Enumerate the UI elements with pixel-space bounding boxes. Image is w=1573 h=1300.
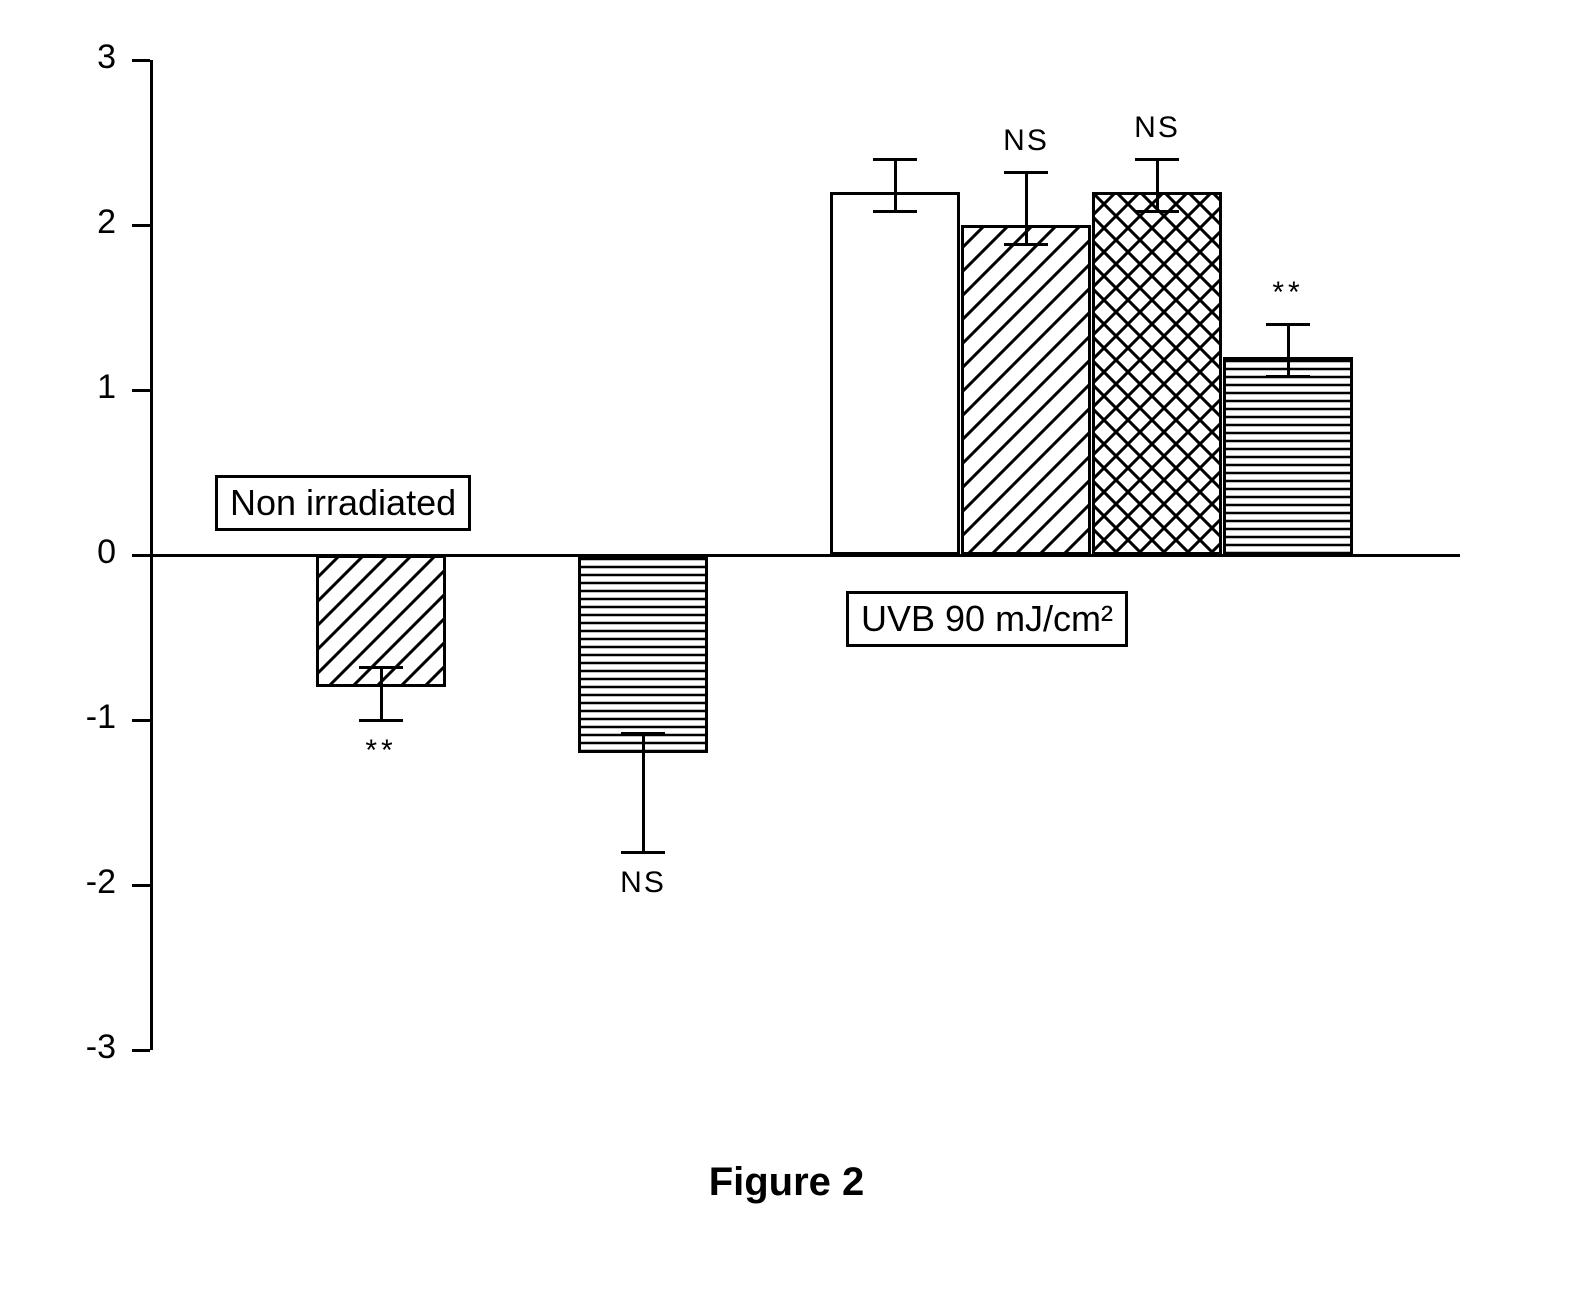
bar-blank [830, 192, 960, 555]
error-stub-cap [873, 210, 917, 213]
y-tick [132, 389, 150, 392]
error-bar [894, 159, 897, 192]
error-bar [642, 753, 645, 852]
error-bar [1156, 159, 1159, 192]
error-bar [380, 687, 383, 720]
error-cap [359, 719, 403, 722]
y-tick-label: -2 [0, 863, 116, 902]
error-cap [621, 851, 665, 854]
y-tick [132, 224, 150, 227]
error-stub [380, 667, 383, 687]
bar-horiz [1223, 357, 1353, 555]
error-stub-cap [1135, 210, 1179, 213]
error-cap [1266, 323, 1310, 326]
y-tick [132, 554, 150, 557]
y-tick [132, 719, 150, 722]
error-cap [1004, 171, 1048, 174]
figure-caption: Figure 2 [0, 1160, 1573, 1205]
error-stub [1287, 357, 1290, 377]
significance-label: NS [1097, 111, 1217, 145]
error-stub-cap [1266, 375, 1310, 378]
y-tick-label: 0 [0, 533, 116, 572]
error-stub [642, 733, 645, 753]
y-tick-label: -3 [0, 1028, 116, 1067]
group-label-uvb: UVB 90 mJ/cm² [846, 591, 1128, 647]
error-stub-cap [359, 666, 403, 669]
bar-diag [961, 225, 1091, 555]
y-tick-label: -1 [0, 698, 116, 737]
bar-crosshatch [1092, 192, 1222, 555]
y-tick-label: 3 [0, 38, 116, 77]
significance-label: ** [321, 734, 441, 768]
group-label-non-irradiated: Non irradiated [215, 475, 471, 531]
significance-label: NS [966, 124, 1086, 158]
y-tick [132, 1049, 150, 1052]
error-cap [1135, 158, 1179, 161]
error-stub-cap [1004, 243, 1048, 246]
error-bar [1025, 172, 1028, 225]
y-tick [132, 59, 150, 62]
error-stub [894, 192, 897, 212]
error-stub [1156, 192, 1159, 212]
y-tick [132, 884, 150, 887]
y-tick-label: 2 [0, 203, 116, 242]
error-cap [873, 158, 917, 161]
error-stub-cap [621, 732, 665, 735]
error-stub [1025, 225, 1028, 245]
significance-label: ** [1228, 276, 1348, 310]
y-tick-label: 1 [0, 368, 116, 407]
bar-horiz [578, 555, 708, 753]
error-bar [1287, 324, 1290, 357]
significance-label: NS [583, 866, 703, 900]
